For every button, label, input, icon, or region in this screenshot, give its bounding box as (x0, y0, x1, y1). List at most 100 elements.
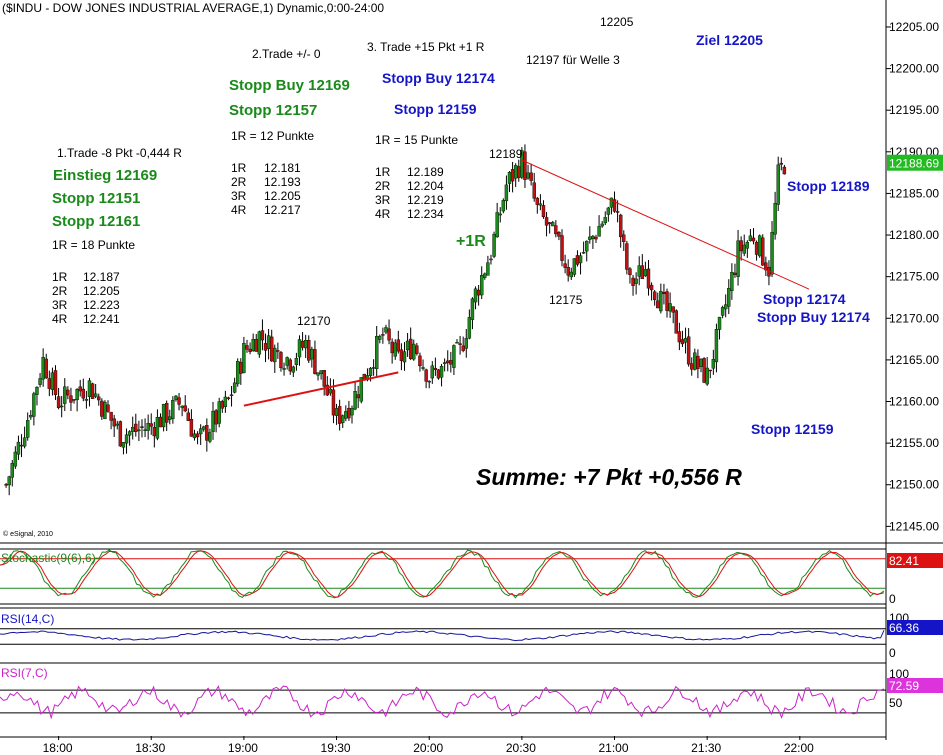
candle-body (81, 388, 86, 399)
label-right-stopp-12174: Stopp 12174 (763, 291, 846, 307)
candle-body (161, 404, 166, 428)
price-tick-label: 12155.00 (889, 436, 939, 450)
candle-body (242, 342, 246, 373)
candle-body (192, 433, 197, 439)
candle-body (248, 348, 252, 352)
trade3-stopp-buy: Stopp Buy 12174 (382, 70, 495, 86)
candle-body (606, 207, 611, 215)
candle-body (572, 258, 577, 275)
candle-body (90, 383, 95, 399)
candle-body (668, 303, 672, 312)
candle-body (461, 345, 465, 351)
candles-group (4, 144, 787, 496)
candle-body (195, 433, 200, 438)
candle-body (427, 380, 431, 383)
candle-body (87, 380, 92, 397)
candle-body (612, 199, 617, 212)
candle-body (183, 405, 187, 412)
candle-body (782, 166, 787, 175)
rsi14-badge (887, 620, 943, 635)
candle-body (334, 408, 339, 416)
time-tick-label: 19:00 (228, 741, 258, 755)
candle-body (631, 277, 635, 286)
candle-body (66, 389, 70, 396)
candle-body (693, 352, 697, 370)
price-tick-label: 12145.00 (889, 519, 939, 533)
candle-body (739, 240, 743, 252)
candle-body (282, 368, 286, 370)
candle-body (674, 310, 678, 334)
candle-body (408, 338, 413, 359)
candle-body (297, 339, 302, 358)
time-tick-label: 20:00 (413, 741, 443, 755)
trade3-header: 3. Trade +15 Pkt +1 R (367, 40, 485, 54)
candle-body (634, 278, 638, 284)
rsi7-axis-100: 100 (889, 667, 909, 681)
candle-body (72, 399, 76, 401)
candle-body (770, 232, 774, 275)
candle-body (501, 200, 506, 212)
candle-body (476, 289, 481, 296)
candle-body (59, 405, 64, 408)
candle-body (13, 451, 18, 467)
candle-body (16, 441, 21, 455)
candle-body (44, 358, 48, 379)
stoch-value: 82.41 (889, 554, 919, 568)
rsi7-value: 72.59 (889, 679, 919, 693)
candle-body (127, 431, 132, 436)
candle-body (288, 359, 292, 372)
candle-body (637, 265, 641, 277)
candle-body (662, 292, 666, 295)
candle-body (174, 395, 178, 400)
candle-body (35, 386, 39, 395)
candle-body (371, 367, 376, 369)
candle-body (560, 235, 564, 261)
candle-body (439, 366, 444, 378)
trade2-header: 2.Trade +/- 0 (252, 47, 321, 61)
candle-body (720, 307, 725, 316)
candle-body (430, 365, 434, 379)
label-right-stopp-12189: Stopp 12189 (787, 178, 870, 194)
label-right-stopp-buy-12174: Stopp Buy 12174 (757, 309, 870, 325)
candle-body (177, 397, 181, 405)
candle-body (328, 388, 333, 394)
candle-body (359, 377, 363, 402)
candle-body (217, 401, 221, 424)
candle-body (513, 165, 518, 179)
candle-body (399, 349, 404, 361)
price-tick-label: 12150.00 (889, 478, 939, 492)
candle-body (171, 400, 175, 420)
candle-body (47, 378, 52, 389)
price-tick-label: 12200.00 (889, 62, 939, 76)
time-tick-label: 18:30 (135, 741, 165, 755)
candle-body (396, 339, 401, 352)
candle-body (458, 343, 462, 345)
candle-body (22, 437, 27, 447)
candle-body (495, 212, 499, 238)
candle-body (671, 306, 675, 313)
candle-body (535, 197, 540, 205)
label-plus-1r: +1R (456, 233, 486, 250)
candle-body (341, 415, 345, 423)
candle-body (124, 434, 129, 444)
candle-body (757, 235, 762, 257)
candle-body (652, 291, 657, 300)
candle-body (517, 166, 521, 178)
trendline (243, 371, 399, 407)
candle-body (498, 213, 502, 216)
candle-body (285, 357, 289, 366)
time-tick-label: 22:00 (784, 741, 814, 755)
trade3-stopp: Stopp 12159 (394, 101, 477, 117)
candle-body (350, 408, 354, 416)
candle-body (569, 271, 573, 278)
candle-body (41, 356, 45, 380)
time-tick-label: 20:30 (506, 741, 536, 755)
candle-body (452, 345, 456, 368)
candle-body (418, 355, 422, 367)
price-tick-label: 12180.00 (889, 228, 939, 242)
rsi7-label: RSI(7,C) (1, 666, 48, 680)
candle-body (609, 197, 614, 208)
candle-body (683, 338, 688, 343)
candle-body (229, 394, 234, 396)
candle-body (276, 350, 280, 352)
